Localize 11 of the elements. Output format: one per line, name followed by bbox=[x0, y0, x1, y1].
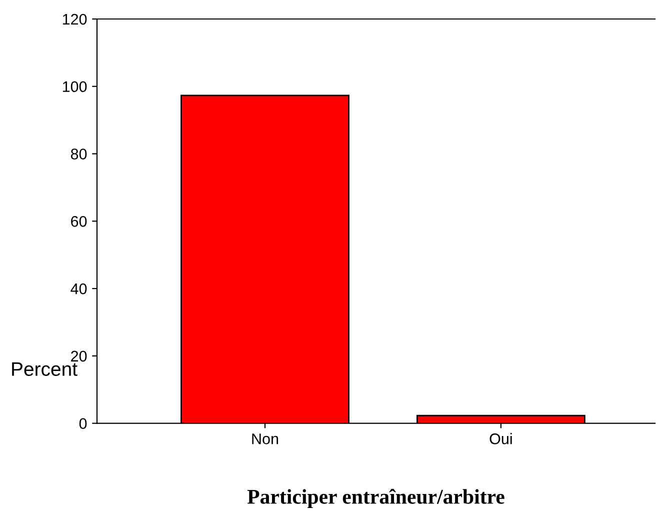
y-tick-label: 0 bbox=[79, 418, 87, 429]
y-tick-label: 60 bbox=[71, 216, 87, 227]
x-axis-title: Participer entraîneur/arbitre bbox=[247, 488, 504, 508]
y-tick-label: 120 bbox=[62, 14, 87, 25]
y-tick-label: 80 bbox=[70, 148, 87, 160]
y-tick-label: 20 bbox=[71, 350, 87, 362]
y-axis-title: Percent bbox=[12, 362, 78, 376]
y-tick-label: 40 bbox=[70, 283, 87, 294]
x-tick-label: Oui bbox=[490, 433, 512, 444]
x-tick-label: Non bbox=[252, 434, 278, 444]
y-tick-label: 100 bbox=[62, 81, 87, 92]
